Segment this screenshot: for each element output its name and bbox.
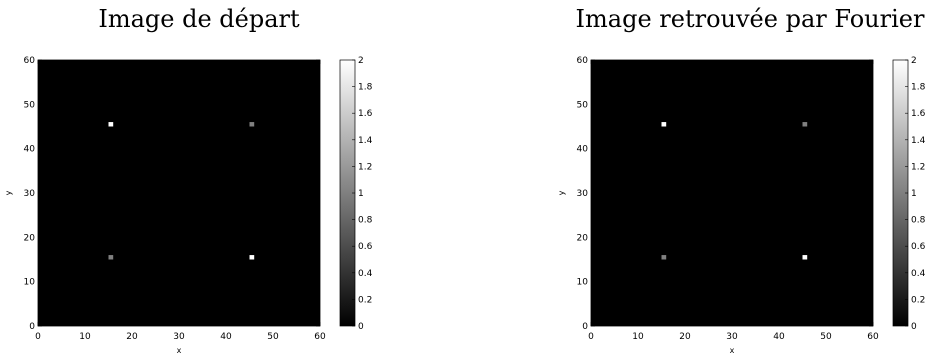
y-tick-label: 60 bbox=[577, 56, 589, 66]
heatmap-cell-2 bbox=[802, 122, 808, 127]
colorbar-tick-label: 2 bbox=[911, 56, 917, 66]
y-tick-label: 30 bbox=[24, 189, 36, 199]
x-axis-label: x bbox=[730, 346, 735, 355]
y-tick-label: 50 bbox=[24, 100, 36, 110]
x-tick-label: 40 bbox=[773, 332, 785, 342]
y-tick-label: 0 bbox=[582, 322, 588, 332]
y-tick-label: 40 bbox=[577, 145, 589, 155]
y-tick-label: 60 bbox=[24, 56, 36, 66]
y-tick-label: 10 bbox=[24, 278, 36, 288]
chart-title: Image de départ bbox=[98, 5, 300, 33]
colorbar-tick-label: 0.2 bbox=[911, 295, 925, 305]
colorbar-tick-label: 0.8 bbox=[358, 216, 373, 226]
x-tick-label: 0 bbox=[35, 332, 41, 342]
colorbar-tick-label: 2 bbox=[358, 56, 364, 66]
colorbar-tick-label: 1.2 bbox=[911, 162, 925, 172]
x-tick-label: 30 bbox=[173, 332, 185, 342]
heatmap-cell-2 bbox=[249, 122, 255, 127]
x-tick-label: 0 bbox=[588, 332, 594, 342]
colorbar-tick-label: 1.2 bbox=[358, 162, 372, 172]
heatmap-cell-1 bbox=[661, 122, 667, 127]
colorbar-tick-label: 1.4 bbox=[911, 136, 926, 146]
x-tick-label: 50 bbox=[820, 332, 832, 342]
y-axis-label: y bbox=[557, 190, 566, 195]
x-tick-label: 20 bbox=[679, 332, 691, 342]
heatmap-cell-4 bbox=[249, 255, 255, 260]
colorbar-tick-label: 1.6 bbox=[911, 109, 926, 119]
y-tick-label: 0 bbox=[29, 322, 35, 332]
y-axis-label: y bbox=[4, 190, 13, 195]
x-tick-label: 60 bbox=[314, 332, 326, 342]
colorbar-tick-label: 0 bbox=[911, 322, 917, 332]
colorbar-tick-label: 0.4 bbox=[911, 269, 926, 279]
y-tick-label: 20 bbox=[24, 233, 36, 243]
heatmap-cell-1 bbox=[108, 122, 114, 127]
x-axis-label: x bbox=[177, 346, 182, 355]
y-tick-label: 50 bbox=[577, 100, 589, 110]
heatmap-cell-3 bbox=[661, 255, 667, 260]
colorbar-tick-label: 1 bbox=[911, 189, 917, 199]
x-tick-label: 60 bbox=[867, 332, 879, 342]
colorbar-tick-label: 0.6 bbox=[358, 242, 373, 252]
x-tick-label: 50 bbox=[267, 332, 279, 342]
heatmap-background bbox=[591, 60, 873, 326]
colorbar-tick-label: 0.4 bbox=[358, 269, 373, 279]
x-tick-label: 40 bbox=[220, 332, 232, 342]
colorbar-tick-label: 1.6 bbox=[358, 109, 373, 119]
colorbar-tick-label: 1 bbox=[358, 189, 364, 199]
colorbar-tick-label: 0.2 bbox=[358, 295, 372, 305]
colorbar-tick-label: 0.6 bbox=[911, 242, 926, 252]
colorbar-tick-label: 1.4 bbox=[358, 136, 373, 146]
y-tick-label: 30 bbox=[577, 189, 589, 199]
x-tick-label: 20 bbox=[126, 332, 138, 342]
colorbar-tick-label: 0 bbox=[358, 322, 364, 332]
colorbar-tick-label: 1.8 bbox=[911, 83, 926, 93]
heatmap-background bbox=[38, 60, 320, 326]
colorbar-tick-label: 1.8 bbox=[358, 83, 373, 93]
x-tick-label: 10 bbox=[79, 332, 91, 342]
heatmap-cell-4 bbox=[802, 255, 808, 260]
y-tick-label: 10 bbox=[577, 278, 589, 288]
colorbar-tick-label: 0.8 bbox=[911, 216, 926, 226]
x-tick-label: 10 bbox=[632, 332, 644, 342]
y-tick-label: 40 bbox=[24, 145, 36, 155]
heatmap-cell-3 bbox=[108, 255, 114, 260]
y-tick-label: 20 bbox=[577, 233, 589, 243]
chart-title: Image retrouvée par Fourier bbox=[576, 5, 925, 33]
x-tick-label: 30 bbox=[726, 332, 738, 342]
